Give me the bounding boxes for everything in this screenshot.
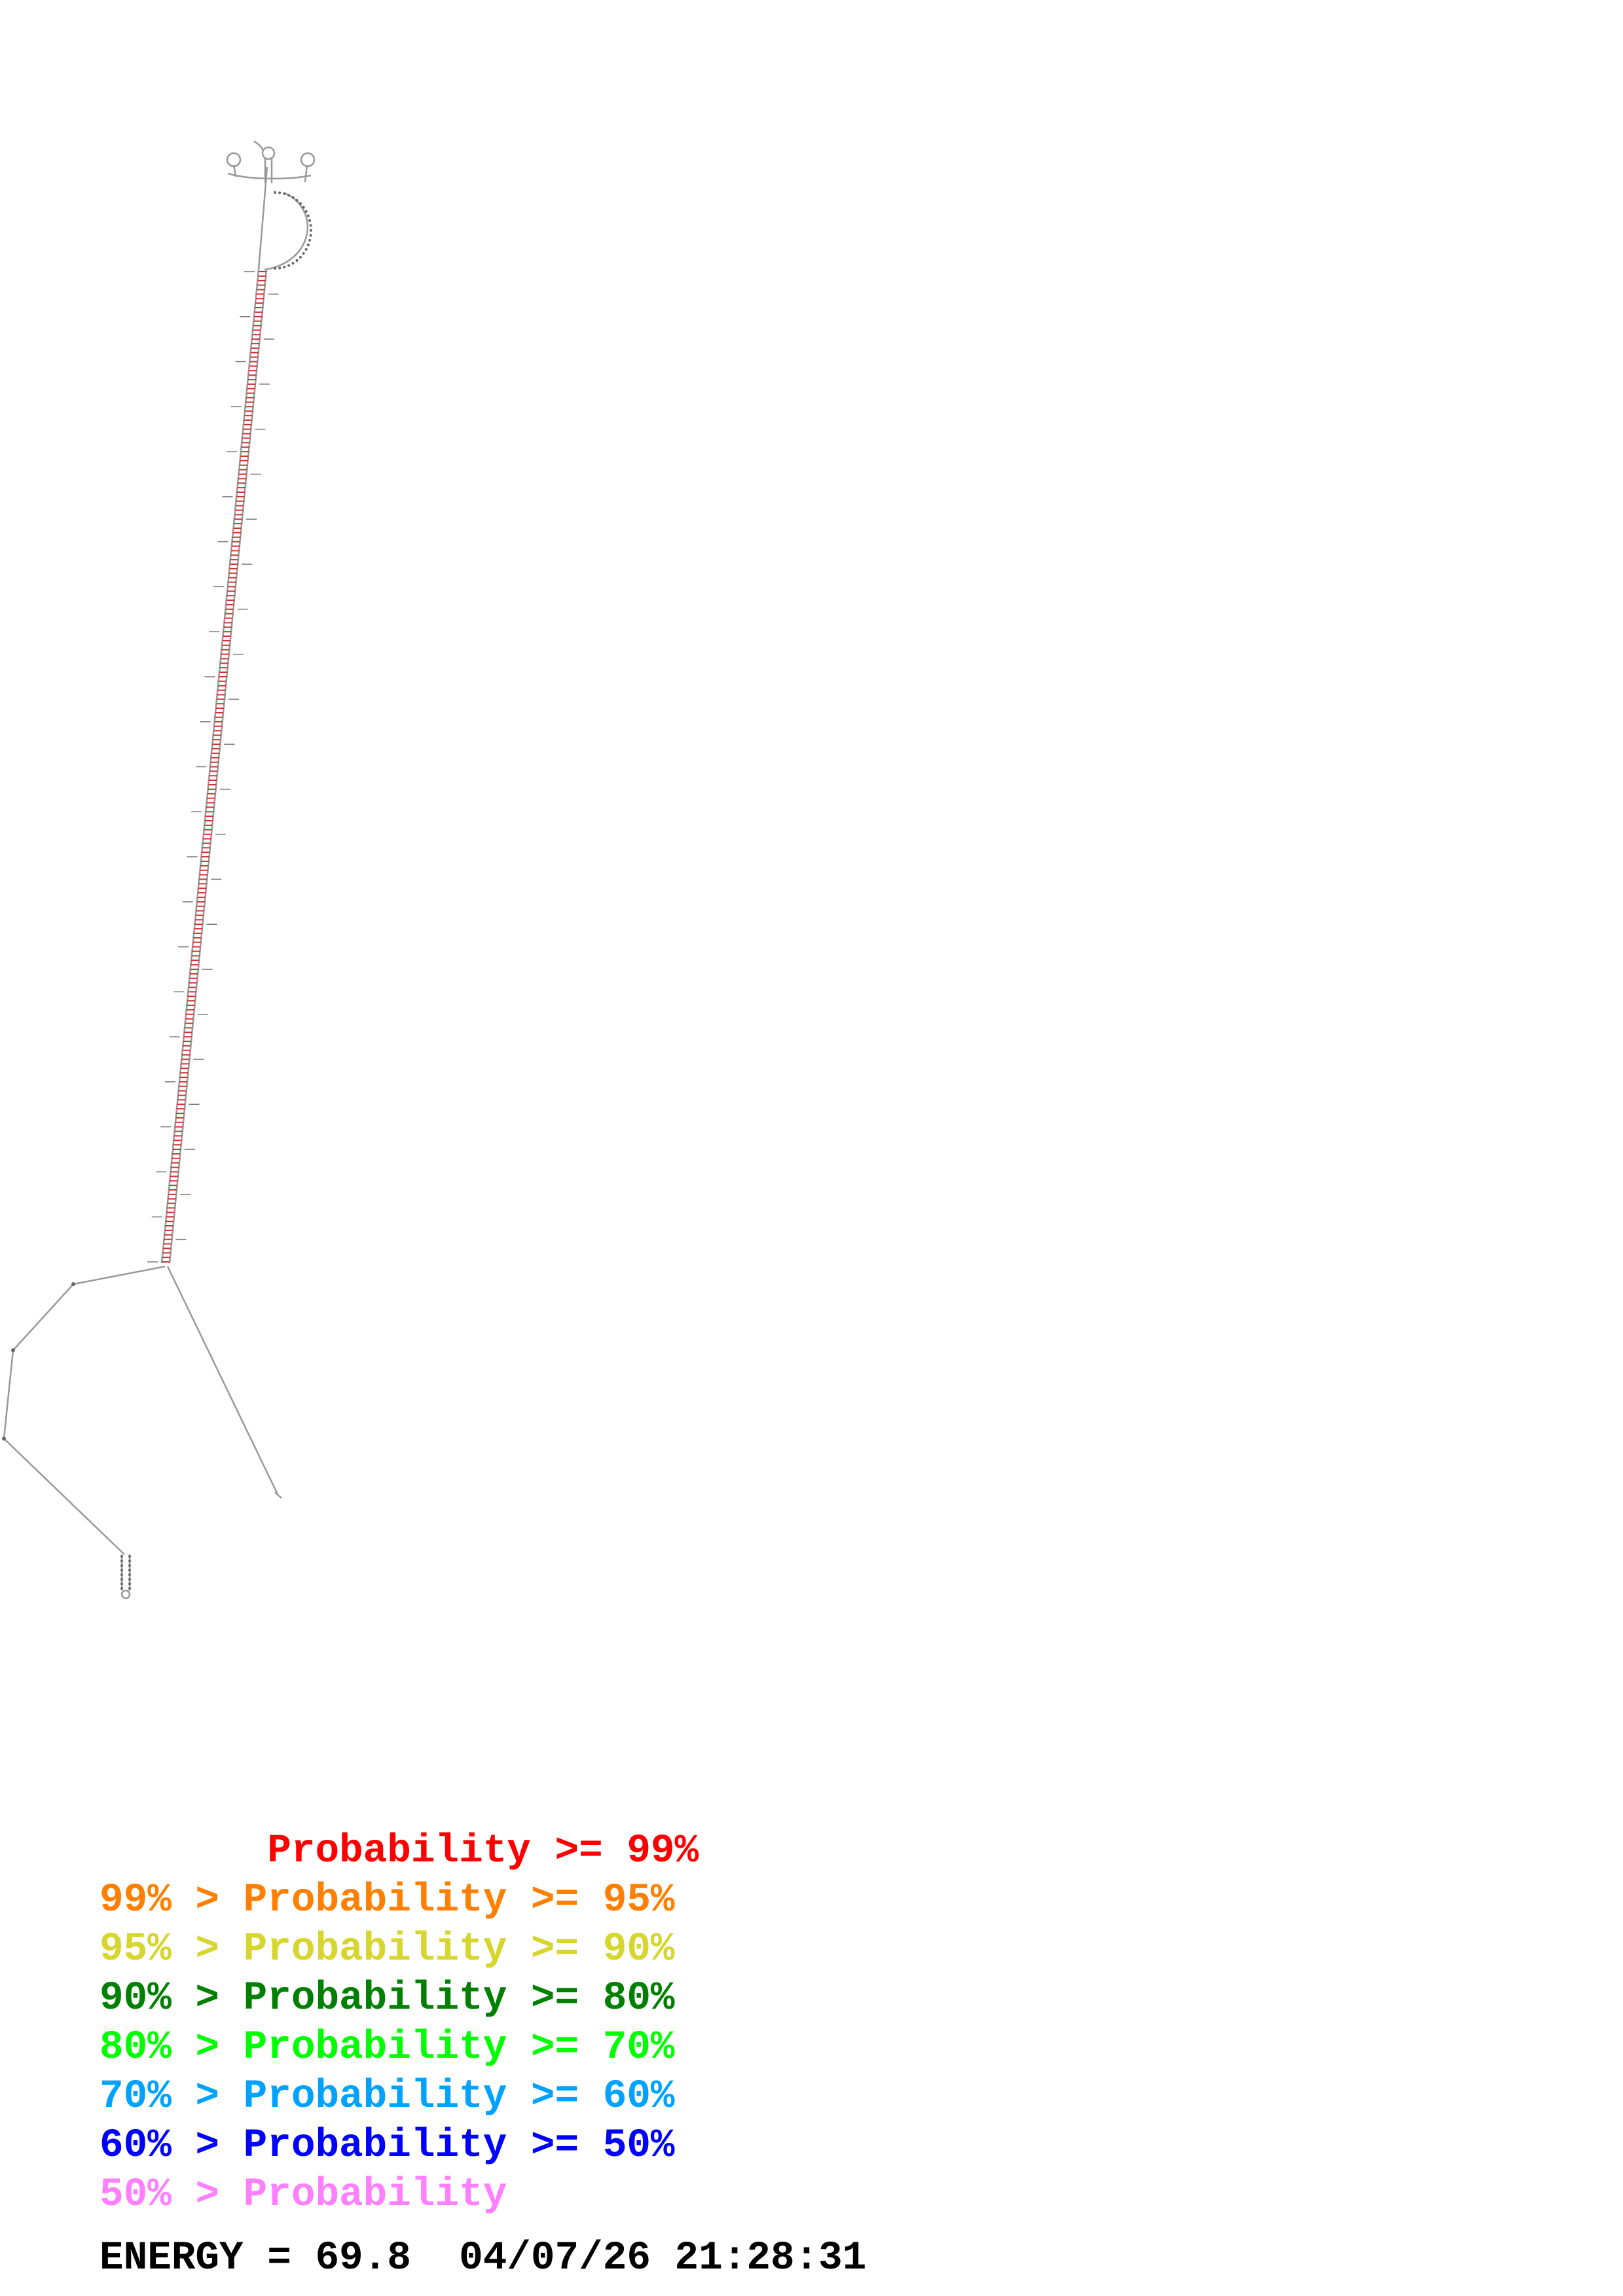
- nucleotide: [304, 210, 308, 213]
- legend-line: 90% > Probability >= 80%: [100, 1976, 675, 2021]
- legend-line: 60% > Probability >= 50%: [100, 2123, 675, 2168]
- nucleotide: [291, 262, 295, 265]
- nucleotide: [306, 243, 310, 247]
- nucleotide: [128, 1587, 131, 1590]
- backbone-lines: [3, 140, 316, 1600]
- numbering-ticks: [147, 271, 279, 1263]
- nucleotide: [128, 1569, 131, 1571]
- nucleotide: [287, 194, 291, 197]
- nucleotide: [306, 214, 310, 217]
- nucleotide: [308, 239, 312, 242]
- nucleotide: [304, 248, 308, 251]
- nucleotide: [309, 224, 312, 227]
- nucleotide: [120, 1583, 123, 1585]
- nucleotide: [309, 234, 312, 237]
- rna-secondary-structure: [2, 140, 316, 1600]
- nucleotide: [2, 1437, 6, 1441]
- bottom-hairpin-loop: [120, 1589, 131, 1600]
- nucleotide: [128, 1560, 131, 1562]
- nucleotide: [278, 191, 282, 194]
- nucleotide: [287, 264, 291, 267]
- tail-tick: [274, 1492, 282, 1499]
- nucleotide: [299, 256, 302, 259]
- nucleotide: [295, 198, 299, 202]
- nucleotide: [310, 229, 312, 232]
- top-hairpin-right-loop: [300, 152, 316, 168]
- energy-footer: ENERGY = 69.8 04/07/26 21:28:31: [100, 2236, 867, 2281]
- legend-line: 95% > Probability >= 90%: [100, 1927, 675, 1972]
- nucleotide: [299, 202, 302, 205]
- nucleotide: [308, 219, 312, 222]
- nucleotide: [302, 206, 305, 209]
- legend-line: 70% > Probability >= 60%: [100, 2074, 675, 2119]
- top-overhang: [253, 140, 264, 151]
- top-junction-arc: [227, 172, 312, 180]
- top-hairpin-left-loop: [226, 152, 242, 168]
- exterior-loop-right: [166, 1266, 280, 1496]
- nucleotide: [278, 266, 282, 270]
- nucleotide: [283, 192, 286, 195]
- nucleotide: [283, 266, 286, 269]
- nucleotide: [120, 1573, 123, 1576]
- top-hairpin-mid-loop: [261, 146, 276, 160]
- legend-line: 80% > Probability >= 70%: [100, 2025, 675, 2070]
- nucleotide: [120, 1569, 123, 1571]
- nucleotide: [128, 1578, 131, 1581]
- nucleotide: [128, 1555, 131, 1558]
- nucleotide: [128, 1573, 131, 1576]
- legend-line: 99% > Probability >= 95%: [100, 1878, 675, 1923]
- exterior-loop-left: [3, 1265, 166, 1555]
- nucleotide: [291, 196, 295, 199]
- legend-line: Probability >= 99%: [100, 1829, 699, 1874]
- nucleotide: [120, 1555, 123, 1558]
- nucleotide: [128, 1564, 131, 1567]
- nucleotide: [120, 1564, 123, 1567]
- nucleotide: [120, 1578, 123, 1581]
- nucleotide: [295, 259, 299, 262]
- top-hairpin-right-stem: [304, 164, 308, 183]
- legend-line: 50% > Probability: [100, 2172, 507, 2217]
- nucleotide: [71, 1282, 75, 1286]
- nucleotide: [302, 252, 305, 255]
- nucleotide: [11, 1348, 15, 1352]
- nucleotide: [128, 1583, 131, 1585]
- nucleotide-marks: [2, 191, 312, 1590]
- nucleotide: [274, 267, 276, 270]
- nucleotide: [120, 1587, 123, 1590]
- nucleotide: [274, 191, 276, 194]
- connector-line: [257, 166, 268, 270]
- base-pair-rungs: [162, 271, 266, 1263]
- nucleotide: [120, 1560, 123, 1562]
